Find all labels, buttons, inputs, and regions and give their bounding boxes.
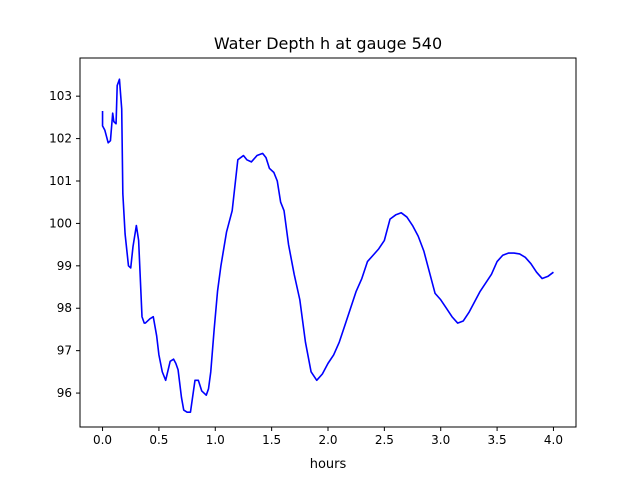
y-tick-label: 100 <box>49 216 72 230</box>
x-tick-label: 0.5 <box>149 433 168 447</box>
x-axis: 0.0 0.5 1.0 1.5 2.0 2.5 3.0 3.5 4.0 <box>93 427 563 447</box>
y-tick-label: 96 <box>57 386 72 400</box>
y-tick-label: 102 <box>49 132 72 146</box>
x-tick-label: 1.0 <box>206 433 225 447</box>
series-layer <box>101 78 554 413</box>
y-tick-label: 101 <box>49 174 72 188</box>
y-tick-label: 103 <box>49 89 72 103</box>
x-tick-label: 1.5 <box>262 433 281 447</box>
x-tick-label: 4.0 <box>544 433 563 447</box>
x-tick-label: 2.0 <box>318 433 337 447</box>
x-tick-label: 0.0 <box>93 433 112 447</box>
y-tick-label: 98 <box>57 301 72 315</box>
x-tick-label: 3.0 <box>431 433 450 447</box>
x-tick-label: 2.5 <box>375 433 394 447</box>
x-tick-label: 3.5 <box>488 433 507 447</box>
series-line-1 <box>101 78 554 413</box>
y-axis: 96 97 98 99 100 101 102 103 <box>49 89 80 400</box>
y-tick-label: 97 <box>57 344 72 358</box>
y-tick-label: 99 <box>57 259 72 273</box>
chart-title: Water Depth h at gauge 540 <box>214 34 442 53</box>
x-axis-label: hours <box>310 457 347 472</box>
